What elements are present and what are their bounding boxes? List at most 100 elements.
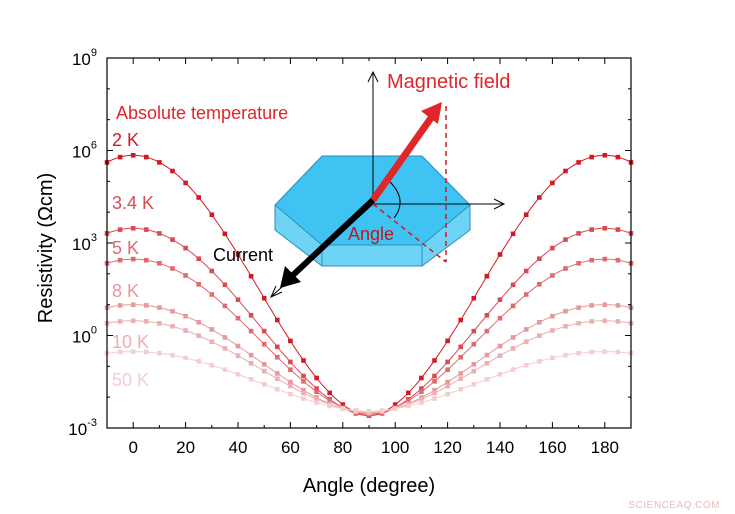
data-point [458, 354, 463, 360]
data-point [458, 371, 463, 376]
data-point [183, 328, 188, 333]
data-point [563, 237, 568, 242]
legend-label: 3.4 K [112, 193, 154, 213]
data-point [248, 377, 254, 382]
data-point [471, 328, 477, 334]
data-point [261, 328, 267, 334]
data-point [183, 245, 188, 251]
x-tick-label: 0 [128, 438, 137, 457]
data-point [523, 212, 529, 217]
data-point [510, 346, 516, 351]
data-point [537, 320, 542, 325]
data-point [471, 382, 477, 387]
data-point [589, 349, 594, 355]
data-point [432, 379, 437, 384]
data-point [196, 359, 201, 364]
data-point [615, 303, 621, 308]
data-point [497, 343, 503, 349]
y-tick-label: 10-3 [68, 417, 97, 439]
data-point [589, 227, 594, 232]
data-point [117, 303, 123, 308]
data-point [537, 256, 542, 261]
data-point [288, 391, 293, 397]
data-point [144, 257, 149, 263]
data-point [589, 257, 594, 263]
data-point [602, 318, 608, 324]
data-point [117, 257, 123, 263]
data-point [406, 403, 411, 409]
data-point [497, 297, 503, 302]
magnetic-field-label: Magnetic field [387, 71, 510, 93]
data-point [209, 268, 215, 274]
inset-horizontal-arrowhead [493, 198, 506, 210]
data-point [576, 160, 581, 165]
data-point [157, 305, 162, 310]
data-point [615, 227, 621, 232]
data-point [497, 353, 503, 358]
data-point [550, 180, 555, 186]
data-point [222, 303, 228, 309]
data-point [419, 389, 424, 394]
legend-label: 10 K [112, 332, 149, 352]
data-point [248, 352, 254, 358]
data-point [235, 343, 241, 349]
data-point [117, 227, 123, 232]
x-tick-label: 120 [433, 438, 461, 457]
data-point [117, 349, 123, 355]
data-point [510, 303, 516, 309]
data-point [288, 359, 293, 365]
data-point [183, 180, 188, 186]
data-point [550, 273, 555, 278]
data-point [288, 367, 293, 372]
data-point [130, 256, 136, 262]
data-point [353, 408, 359, 413]
y-tick-label: 109 [72, 47, 97, 69]
data-point [130, 318, 136, 324]
axes-layer [106, 57, 632, 429]
data-point [288, 379, 293, 385]
legend-title: Absolute temperature [116, 103, 288, 123]
series-layer [104, 153, 634, 418]
data-point [248, 361, 254, 366]
data-point [484, 377, 490, 382]
current-label: Current [213, 245, 273, 265]
data-point [130, 153, 136, 158]
data-point [157, 231, 162, 236]
field-projection-dashed [372, 203, 447, 263]
data-point [117, 154, 123, 160]
data-point [550, 245, 555, 251]
legend-label: 50 K [112, 370, 149, 390]
data-point [144, 227, 149, 232]
data-point [130, 349, 136, 354]
data-point [471, 362, 477, 367]
data-point [484, 361, 490, 366]
data-point [196, 320, 201, 325]
crystal-inset [269, 70, 506, 299]
data-point [445, 359, 450, 365]
data-point [615, 319, 621, 324]
data-point [275, 317, 280, 323]
data-point [419, 400, 424, 405]
data-point [576, 305, 581, 310]
data-point [432, 390, 437, 396]
data-point [314, 396, 319, 402]
legend-label: 2 K [112, 130, 139, 150]
data-point [510, 335, 516, 340]
data-point [406, 398, 411, 403]
data-point [537, 282, 542, 287]
data-point [392, 402, 398, 407]
data-point [314, 389, 319, 394]
data-point [301, 387, 306, 393]
data-point [314, 386, 319, 391]
data-point [602, 226, 608, 231]
data-point [445, 383, 450, 389]
data-point [170, 266, 175, 271]
data-point [366, 408, 372, 414]
data-point [209, 339, 215, 344]
data-point [222, 335, 228, 340]
x-tick-label: 140 [486, 438, 514, 457]
data-point [209, 327, 215, 332]
data-point [419, 396, 424, 402]
data-point [301, 396, 306, 401]
